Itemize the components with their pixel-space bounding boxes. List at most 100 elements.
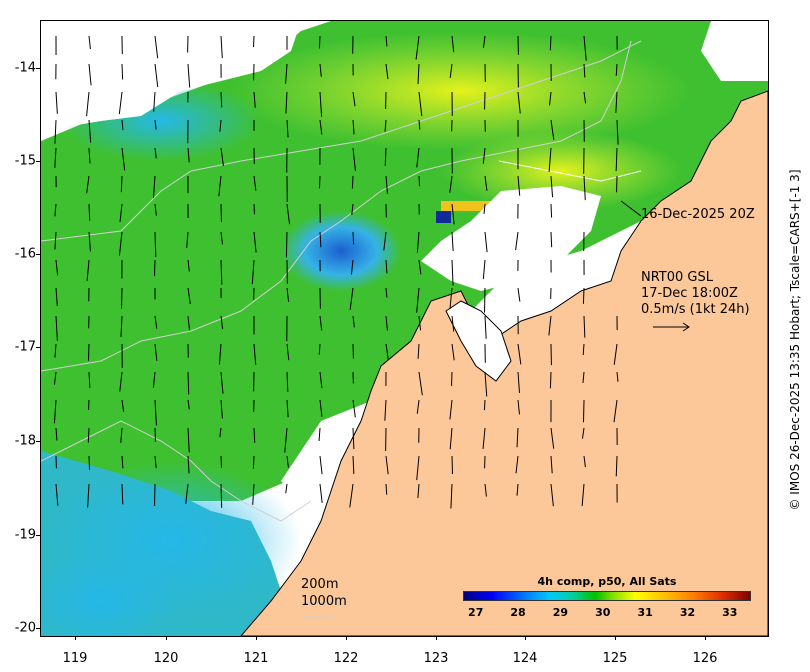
current-vector — [615, 63, 618, 76]
current-vector — [187, 371, 190, 395]
current-vector — [318, 35, 321, 49]
current-vector — [451, 231, 454, 252]
lat-tick-label: -19 — [14, 527, 36, 543]
current-vector — [616, 119, 619, 145]
current-vector — [416, 287, 420, 313]
current-vector — [121, 455, 124, 469]
current-vector — [550, 231, 553, 248]
current-vector — [120, 175, 123, 193]
current-vector — [415, 35, 420, 60]
cool-patch — [281, 211, 401, 291]
current-vector — [285, 63, 288, 84]
current-vector — [418, 119, 421, 130]
current-vector — [418, 91, 423, 117]
current-vector — [615, 455, 618, 477]
current-vector — [583, 63, 586, 78]
current-vector — [88, 147, 91, 164]
current-vector — [186, 231, 189, 249]
cool-patch — [436, 211, 451, 223]
current-vector — [154, 35, 159, 59]
current-vector — [187, 287, 191, 305]
current-vector — [550, 427, 555, 449]
current-vector — [285, 483, 288, 494]
current-vector — [549, 35, 552, 51]
scale-arrow — [653, 322, 690, 332]
current-vector — [220, 91, 223, 108]
current-vector — [581, 483, 585, 507]
current-vector — [449, 287, 453, 309]
lon-tick-mark — [615, 636, 616, 640]
current-vector — [187, 455, 190, 474]
pass-time-label: 16-Dec-2025 20Z — [641, 207, 755, 222]
current-vector — [88, 371, 91, 388]
current-vector — [549, 91, 552, 106]
current-vector — [286, 287, 290, 302]
current-vector — [451, 35, 455, 53]
current-vector — [385, 455, 389, 475]
current-vector — [482, 259, 486, 280]
current-vector — [548, 315, 552, 336]
current-vector — [187, 147, 190, 163]
current-vector — [417, 63, 420, 85]
current-vector — [417, 343, 420, 359]
current-vector — [220, 231, 223, 245]
current-vector — [318, 175, 321, 189]
current-vector — [53, 371, 57, 385]
current-vector — [319, 91, 323, 117]
current-vector — [88, 455, 91, 470]
credit-text: © IMOS 26-Dec-2025 13:35 Hobart; Tscale=… — [788, 169, 802, 511]
current-vector — [121, 483, 124, 505]
current-vector — [516, 483, 519, 496]
current-vector — [385, 315, 388, 331]
lon-tick-mark — [705, 636, 706, 640]
lon-tick-label: 119 — [62, 651, 88, 666]
current-vector — [54, 231, 57, 250]
current-vector — [583, 315, 586, 338]
colorbar-tick-label: 28 — [510, 606, 526, 619]
lat-tick-mark — [36, 68, 40, 69]
lon-tick-label: 120 — [153, 651, 179, 666]
current-vector — [219, 119, 222, 132]
current-vector — [187, 259, 190, 272]
current-vector — [384, 399, 387, 421]
current-vector — [416, 231, 420, 253]
current-vector — [583, 455, 586, 468]
current-vector — [219, 427, 222, 438]
warm-patch — [441, 201, 501, 211]
current-vector — [418, 315, 422, 331]
current-vector — [88, 63, 92, 86]
current-vector — [286, 455, 289, 468]
lat-tick-label: -20 — [14, 620, 36, 636]
current-vector — [54, 119, 57, 144]
current-vector — [87, 343, 90, 361]
current-vector — [220, 455, 223, 468]
current-vector — [55, 91, 58, 114]
current-vector — [55, 483, 59, 506]
depth-legend-1000m: 1000m — [301, 594, 347, 609]
current-vector — [120, 315, 123, 338]
current-vector — [351, 203, 354, 215]
current-vector — [218, 175, 222, 197]
current-vector — [253, 343, 257, 365]
current-vector — [449, 175, 453, 193]
current-vector — [450, 483, 453, 509]
current-vector — [220, 315, 224, 330]
current-vector — [517, 175, 521, 196]
current-vector — [418, 371, 423, 396]
current-vector — [154, 455, 157, 469]
current-vector — [449, 427, 453, 450]
current-vector — [517, 399, 520, 415]
current-vector — [484, 483, 487, 497]
current-vector — [416, 455, 420, 481]
colorbar-tick-label: 27 — [468, 606, 484, 619]
cool-patch — [41, 551, 181, 636]
current-vector — [284, 427, 288, 453]
current-vector — [120, 427, 123, 443]
lat-tick-label: -14 — [14, 60, 36, 76]
current-vector — [253, 231, 257, 253]
current-vector — [482, 147, 486, 164]
lon-tick-label: 125 — [602, 651, 628, 666]
current-vectors — [53, 35, 619, 509]
current-vector — [515, 455, 519, 474]
current-vector — [318, 343, 321, 355]
